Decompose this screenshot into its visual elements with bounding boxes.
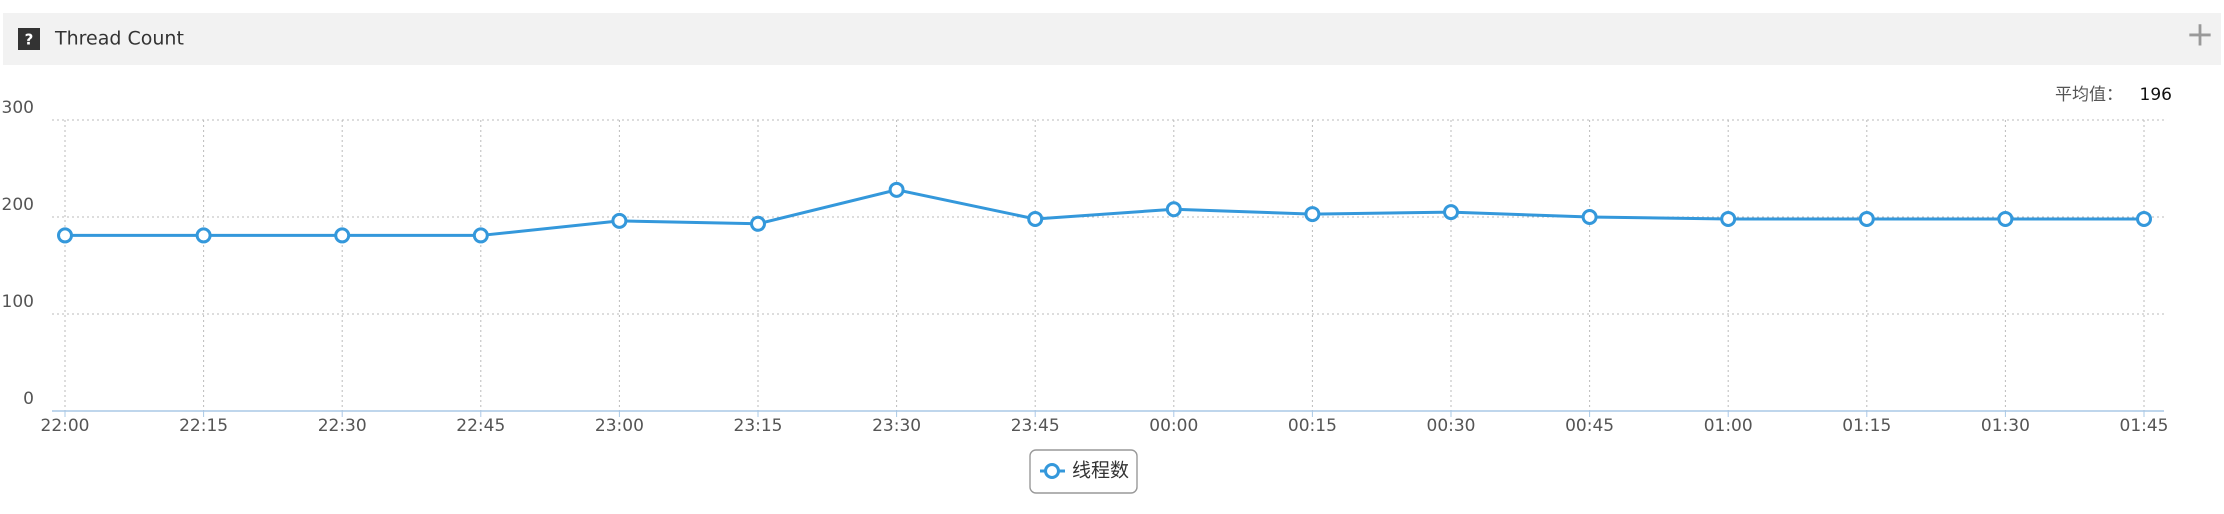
x-tick-label: 01:15 (1842, 416, 1891, 436)
x-tick-label: 01:45 (2120, 416, 2169, 436)
x-tick-label: 01:00 (1704, 416, 1753, 436)
line (65, 188, 2144, 237)
x-tick-label: 23:30 (872, 416, 921, 436)
x-tick-label: 23:45 (1011, 416, 1060, 436)
point (1027, 210, 1044, 227)
point (611, 212, 628, 229)
point (334, 227, 351, 244)
point (472, 227, 489, 244)
point (1720, 210, 1737, 227)
x-tick-label: 00:00 (1149, 416, 1198, 436)
y-tick-label: 0 (23, 389, 34, 409)
x-tick-label: 22:15 (179, 416, 228, 436)
point (1858, 210, 1875, 227)
x-tick-label: 00:30 (1427, 416, 1476, 436)
y-tick-label: 200 (2, 195, 34, 215)
point (888, 181, 905, 198)
x-tick-label: 01:30 (1981, 416, 2030, 436)
average-value: 196 (2140, 85, 2172, 105)
point (2136, 210, 2152, 227)
point (1581, 209, 1598, 225)
y-tick-label: 300 (2, 98, 34, 118)
point (1443, 204, 1459, 221)
x-tick-label: 23:15 (734, 416, 783, 436)
x-tick-label: 22:30 (318, 416, 367, 436)
panel-title: Thread Count (54, 28, 184, 50)
y-tick-label: 100 (2, 292, 34, 312)
point (1997, 210, 2014, 227)
point (750, 215, 766, 232)
legend-marker (1044, 463, 1060, 479)
point (57, 227, 73, 244)
point (1165, 201, 1182, 218)
x-tick-label: 00:15 (1288, 416, 1337, 436)
x-tick-label: 22:45 (456, 416, 505, 436)
x-tick-label: 23:00 (595, 416, 644, 436)
add-button[interactable]: + (2186, 15, 2215, 55)
point (195, 227, 212, 244)
help-icon-box[interactable] (18, 28, 40, 50)
x-tick-label: 00:45 (1565, 416, 1614, 436)
panel-header (3, 13, 2221, 65)
legend-box[interactable] (1029, 449, 1138, 494)
x-tick-label: 22:00 (41, 416, 90, 436)
average-label: 平均值： (2055, 85, 2123, 105)
point (1304, 206, 1321, 223)
legend-label: 线程数 (1072, 460, 1129, 482)
help-icon[interactable]: ? (25, 31, 34, 49)
